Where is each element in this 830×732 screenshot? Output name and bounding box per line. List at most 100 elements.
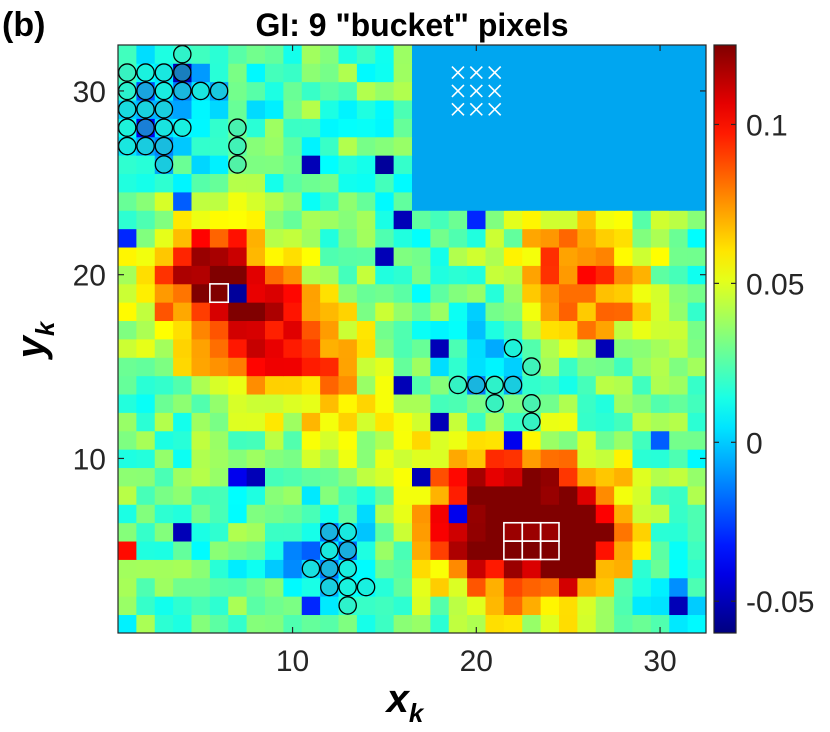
- x-tick-label: 20: [460, 645, 493, 678]
- heatmap-cell: [265, 559, 284, 579]
- circled-pixel-marker: [522, 412, 541, 431]
- heatmap-cell: [356, 320, 376, 340]
- heatmap-cell: [687, 192, 707, 211]
- heatmap-cell: [209, 283, 229, 303]
- heatmap-cell: [540, 283, 560, 303]
- heatmap-cell: [136, 541, 156, 560]
- heatmap-cell: [522, 247, 542, 266]
- heatmap-cell: [301, 614, 321, 634]
- heatmap-cell: [614, 430, 633, 450]
- heatmap-cell: [614, 228, 633, 248]
- heatmap-cell: [430, 614, 450, 634]
- heatmap-cell: [375, 100, 395, 119]
- heatmap-cell: [118, 559, 137, 579]
- x-axis-label: xk: [385, 677, 425, 728]
- heatmap-cell: [154, 265, 174, 285]
- heatmap-cell: [209, 541, 229, 560]
- heatmap-cell: [338, 430, 358, 450]
- heatmap-cell: [246, 614, 266, 634]
- heatmap-cell: [522, 81, 542, 101]
- heatmap-cell: [301, 265, 321, 285]
- heatmap-cell: [430, 247, 450, 266]
- heatmap-cell: [228, 45, 248, 64]
- heatmap-cell: [173, 559, 192, 579]
- heatmap-cell: [118, 339, 137, 358]
- heatmap-cell: [577, 430, 597, 450]
- heatmap-cell: [301, 504, 321, 524]
- heatmap-cell: [503, 357, 523, 377]
- heatmap-cell: [320, 302, 339, 322]
- heatmap-cell: [191, 577, 211, 597]
- heatmap-cell: [485, 430, 505, 450]
- heatmap-cell: [503, 320, 523, 340]
- heatmap-cell: [191, 449, 211, 469]
- heatmap-cell: [412, 210, 431, 230]
- heatmap-cell: [614, 192, 633, 211]
- heatmap-cell: [559, 375, 578, 395]
- heatmap-cell: [687, 522, 707, 542]
- heatmap-cell: [375, 394, 395, 413]
- heatmap-cell: [154, 339, 174, 358]
- heatmap-cell: [430, 118, 450, 138]
- heatmap-cell: [614, 173, 633, 193]
- heatmap-cell: [191, 283, 211, 303]
- heatmap-cell: [356, 228, 376, 248]
- heatmap-cell: [412, 63, 431, 83]
- heatmap-cell: [669, 467, 689, 487]
- heatmap-cell: [540, 596, 560, 616]
- heatmap-cell: [669, 173, 689, 193]
- heatmap-cell: [118, 320, 137, 340]
- heatmap-cell: [467, 339, 486, 358]
- heatmap-cell: [265, 320, 284, 340]
- heatmap-cell: [191, 339, 211, 358]
- heatmap-cell: [356, 173, 376, 193]
- heatmap-cell: [283, 375, 303, 395]
- circled-pixel-marker: [485, 394, 504, 413]
- heatmap-cell: [632, 136, 652, 156]
- heatmap-cell: [522, 63, 542, 83]
- heatmap-cell: [393, 247, 413, 266]
- heatmap-cell: [136, 412, 156, 432]
- y-tick-label: 10: [73, 443, 106, 476]
- heatmap-cell: [595, 100, 615, 119]
- heatmap-cell: [503, 412, 523, 432]
- heatmap-cell: [209, 136, 229, 156]
- heatmap-cell: [559, 100, 578, 119]
- y-tick-label: 30: [73, 76, 106, 109]
- heatmap-cell: [412, 283, 431, 303]
- heatmap-cell: [265, 173, 284, 193]
- heatmap-cell: [209, 155, 229, 175]
- heatmap-cell: [283, 577, 303, 597]
- heatmap-cell: [375, 449, 395, 469]
- heatmap-cell: [687, 302, 707, 322]
- heatmap-cell: [448, 228, 468, 248]
- heatmap-cell: [650, 302, 670, 322]
- heatmap-cell: [375, 559, 395, 579]
- heatmap-cell: [118, 412, 137, 432]
- heatmap-cell: [320, 339, 339, 358]
- circled-pixel-marker: [320, 577, 339, 597]
- heatmap-cell: [503, 430, 523, 450]
- heatmap-cell: [265, 467, 284, 487]
- heatmap-cell: [338, 228, 358, 248]
- circled-pixel-marker: [503, 338, 523, 358]
- heatmap-cell: [614, 467, 633, 487]
- heatmap-cell: [577, 63, 597, 83]
- heatmap-cell: [393, 449, 413, 469]
- heatmap-cell: [650, 412, 670, 432]
- heatmap-cell: [522, 136, 542, 156]
- heatmap-cell: [154, 320, 174, 340]
- heatmap-cell: [522, 430, 542, 450]
- heatmap-cell: [430, 339, 450, 358]
- heatmap-cell: [246, 357, 266, 377]
- heatmap-cell: [412, 339, 431, 358]
- heatmap-cell: [301, 394, 321, 413]
- heatmap-cell: [136, 228, 156, 248]
- heatmap-cell: [669, 247, 689, 266]
- heatmap-cell: [118, 596, 137, 616]
- plot-frame: [117, 44, 707, 634]
- heatmap-cell: [246, 522, 266, 542]
- heatmap-cell: [209, 394, 229, 413]
- heatmap-cell: [412, 522, 431, 542]
- heatmap-cell: [246, 541, 266, 560]
